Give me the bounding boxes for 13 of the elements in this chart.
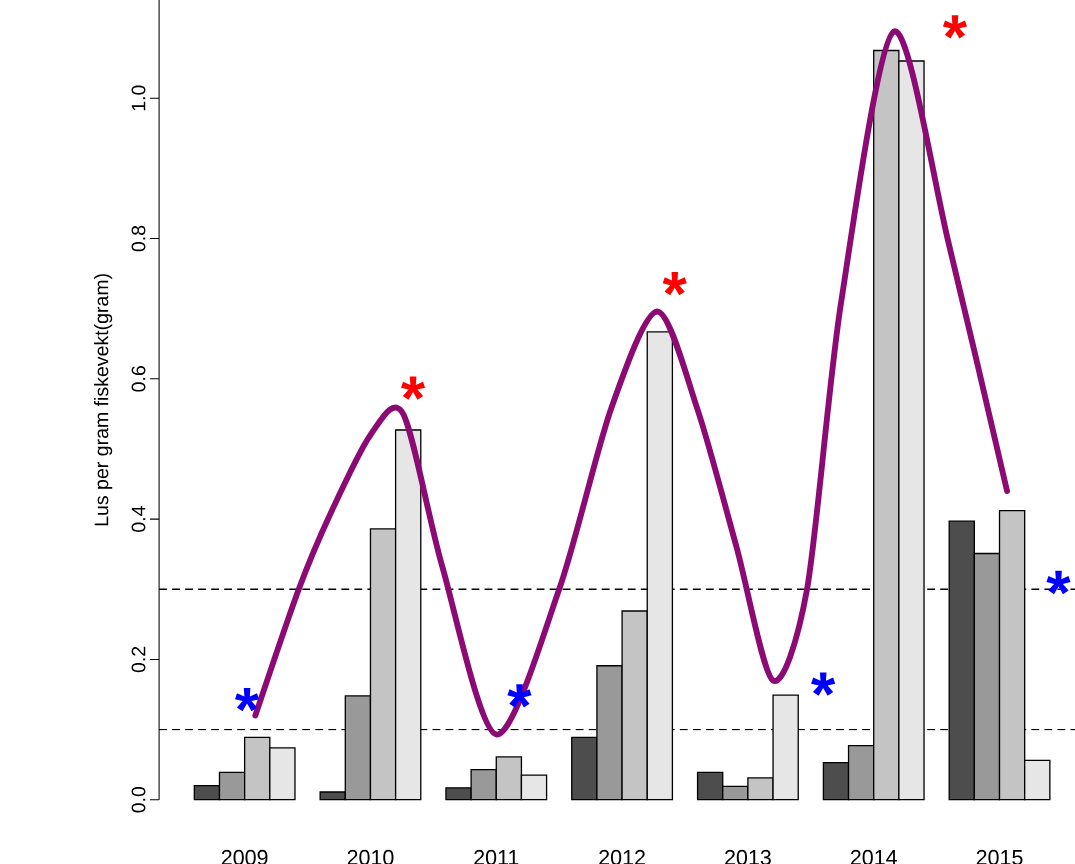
y-axis-title: Lus per gram fiskevekt(gram) [94,274,113,526]
y-tick-label: 0.4 [131,506,146,532]
y-tick-label: 0.2 [131,646,146,673]
annotation: * [401,376,426,400]
annotation: * [235,687,260,712]
y-tick-label: 0.8 [131,225,146,252]
y-tick-label: 0.0 [131,786,146,813]
annotation: * [942,15,968,39]
annotation: * [662,271,687,296]
annotation: * [811,672,836,696]
y-tick-label: 0.6 [131,366,146,392]
y-tick-label: 1.0 [131,85,146,111]
annotation: * [1046,570,1071,595]
